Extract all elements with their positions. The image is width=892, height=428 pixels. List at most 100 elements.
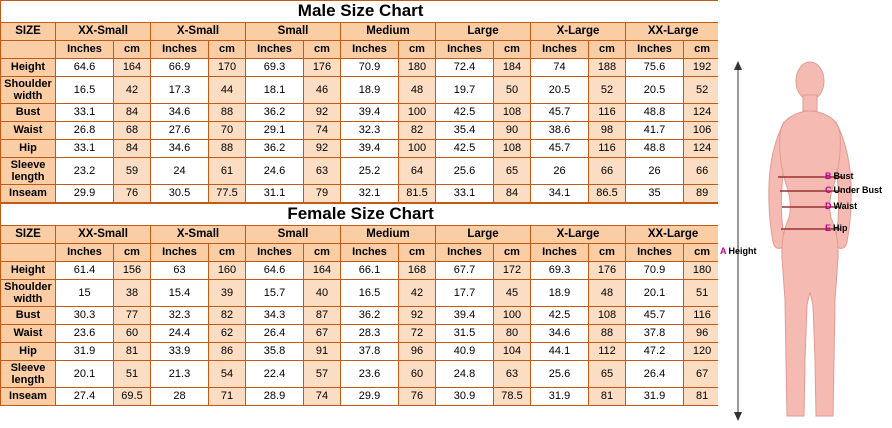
size-name: X-Small [150, 22, 246, 41]
row-label: Shoulder width [0, 76, 56, 104]
value-cell: 27.6 [150, 121, 209, 140]
value-cell: 89 [682, 184, 722, 203]
row-label: Waist [0, 121, 56, 140]
value-cell: 60 [113, 324, 151, 343]
unit-cm-header: cm [113, 243, 151, 262]
size-column-header: SIZE [0, 225, 56, 244]
value-cell: 172 [493, 261, 531, 280]
unit-cm-header: cm [682, 243, 722, 262]
value-cell: 108 [493, 139, 531, 158]
value-cell: 88 [208, 103, 246, 122]
row-label: Sleeve length [0, 157, 56, 185]
value-cell: 30.9 [435, 387, 494, 406]
unit-inches-header: Inches [530, 243, 589, 262]
value-cell: 74 [303, 387, 341, 406]
size-name: XX-Small [55, 225, 151, 244]
value-cell: 42 [398, 279, 436, 307]
value-cell: 28.9 [245, 387, 304, 406]
value-cell: 63 [303, 157, 341, 185]
value-cell: 124 [682, 103, 722, 122]
value-cell: 39.4 [340, 139, 399, 158]
value-cell: 80 [493, 324, 531, 343]
unit-cm-header: cm [303, 40, 341, 59]
chart-title: Male Size Chart [0, 0, 722, 23]
value-cell: 176 [303, 58, 341, 77]
unit-inches-header: Inches [245, 40, 304, 59]
value-cell: 20.5 [625, 76, 684, 104]
value-cell: 45.7 [530, 103, 589, 122]
value-cell: 69.3 [530, 261, 589, 280]
unit-inches-header: Inches [55, 243, 114, 262]
value-cell: 26.4 [625, 360, 684, 388]
value-cell: 108 [588, 306, 626, 325]
unit-inches-header: Inches [150, 243, 209, 262]
value-cell: 76 [113, 184, 151, 203]
value-cell: 42.5 [530, 306, 589, 325]
value-cell: 77 [113, 306, 151, 325]
value-cell: 47.2 [625, 342, 684, 361]
size-name: XX-Small [55, 22, 151, 41]
value-cell: 104 [493, 342, 531, 361]
table-row: Sleeve length 20.1 51 21.3 54 22.4 57 23.6 60 24.… [0, 360, 722, 388]
size-name: Small [245, 22, 341, 41]
value-cell: 60 [398, 360, 436, 388]
unit-cm-header: cm [682, 40, 722, 59]
value-cell: 20.1 [55, 360, 114, 388]
value-cell: 48 [588, 279, 626, 307]
value-cell: 17.7 [435, 279, 494, 307]
value-cell: 33.1 [55, 139, 114, 158]
value-cell: 160 [208, 261, 246, 280]
value-cell: 15 [55, 279, 114, 307]
value-cell: 52 [682, 76, 722, 104]
value-cell: 34.3 [245, 306, 304, 325]
under-bust-key: C [825, 185, 832, 195]
value-cell: 45.7 [625, 306, 684, 325]
value-cell: 79 [303, 184, 341, 203]
value-cell: 84 [113, 139, 151, 158]
value-cell: 35.4 [435, 121, 494, 140]
torso-and-legs [779, 110, 841, 417]
value-cell: 30.5 [150, 184, 209, 203]
value-cell: 54 [208, 360, 246, 388]
value-cell: 50 [493, 76, 531, 104]
unit-cm-header: cm [113, 40, 151, 59]
value-cell: 57 [303, 360, 341, 388]
table-row: Inseam 29.9 76 30.5 77.5 31.1 79 32.1 81.5 33.1 84… [0, 184, 722, 203]
value-cell: 48.8 [625, 139, 684, 158]
hip-key: E [825, 223, 832, 233]
bust-text: Bust [833, 171, 854, 181]
unit-cm-header: cm [208, 243, 246, 262]
value-cell: 27.4 [55, 387, 114, 406]
value-cell: 82 [398, 121, 436, 140]
value-cell: 16.5 [55, 76, 114, 104]
row-label: Inseam [0, 387, 56, 406]
height-text: Height [728, 246, 757, 256]
value-cell: 164 [113, 58, 151, 77]
row-label: Waist [0, 324, 56, 343]
value-cell: 66.9 [150, 58, 209, 77]
size-column-spacer [0, 243, 56, 262]
value-cell: 63 [493, 360, 531, 388]
value-cell: 72 [398, 324, 436, 343]
female-size-chart: Female Size Chart SIZE XX-Small X-Small Smal… [0, 203, 722, 406]
value-cell: 25.6 [435, 157, 494, 185]
value-cell: 32.1 [340, 184, 399, 203]
unit-inches-header: Inches [55, 40, 114, 59]
value-cell: 24.6 [245, 157, 304, 185]
value-cell: 34.6 [530, 324, 589, 343]
value-cell: 84 [113, 103, 151, 122]
value-cell: 112 [588, 342, 626, 361]
hip-text: Hip [833, 223, 848, 233]
value-cell: 48 [398, 76, 436, 104]
size-name: XX-Large [624, 225, 722, 244]
value-cell: 35.8 [245, 342, 304, 361]
value-cell: 16.5 [340, 279, 399, 307]
unit-inches-header: Inches [435, 40, 494, 59]
value-cell: 29.9 [55, 184, 114, 203]
value-cell: 69.3 [245, 58, 304, 77]
unit-cm-header: cm [588, 40, 626, 59]
body-silhouette [734, 61, 852, 421]
row-label: Sleeve length [0, 360, 56, 388]
value-cell: 32.3 [150, 306, 209, 325]
